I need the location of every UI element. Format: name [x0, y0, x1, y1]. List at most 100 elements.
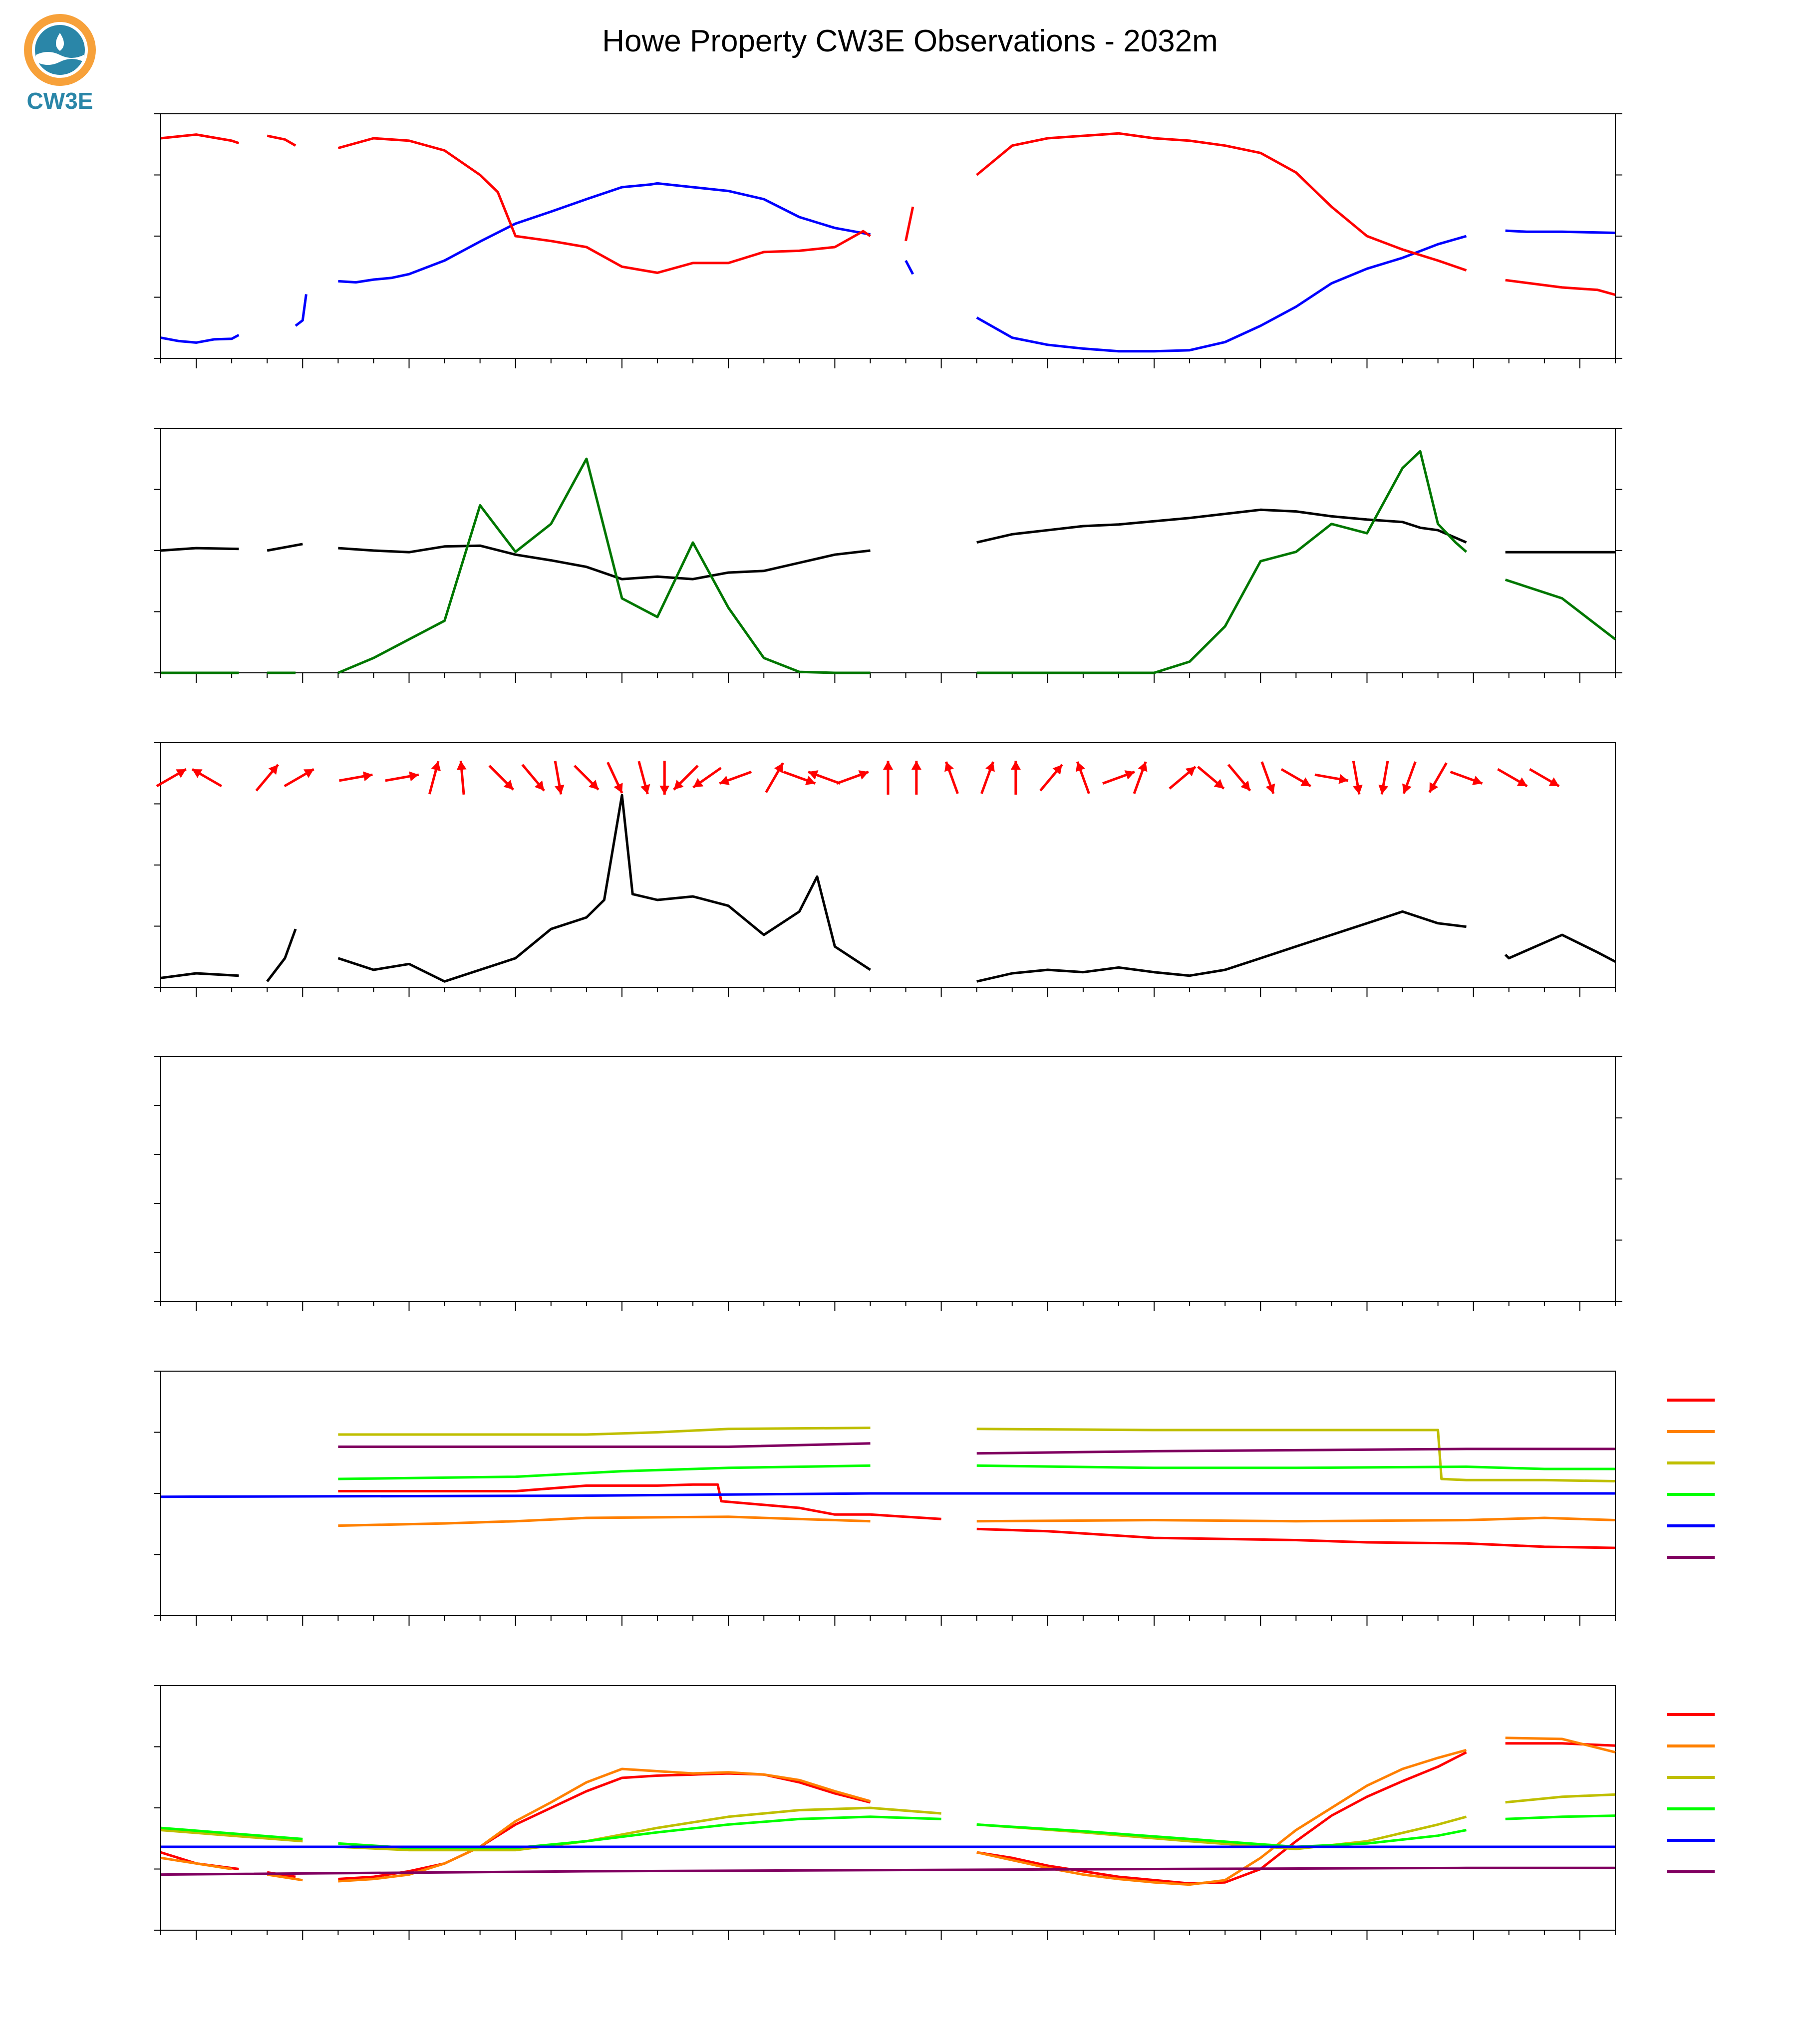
panel-precip — [154, 1056, 1622, 1311]
wind-arrow-icon — [284, 768, 314, 788]
wind-arrow-head — [409, 771, 419, 782]
series-line — [338, 1806, 941, 1852]
wind-arrow-icon — [1428, 762, 1448, 793]
panel-temp_rh — [154, 113, 1622, 368]
series-line — [338, 1515, 871, 1527]
series-line — [337, 457, 871, 674]
wind-arrow-head — [1338, 774, 1348, 784]
wind-arrow-icon — [1102, 770, 1135, 785]
series-line — [905, 260, 914, 275]
series-mean-sea-level-pressure — [160, 508, 1615, 580]
wind-arrow-icon — [1450, 771, 1483, 785]
wind-arrow-icon — [1352, 761, 1363, 795]
wind-arrow-head — [1517, 777, 1527, 786]
wind-arrow-head — [808, 770, 819, 780]
logo-text: CW3E — [27, 88, 93, 114]
series-line — [976, 1428, 1616, 1482]
wind-arrow-icon — [1197, 766, 1225, 790]
wind-arrow-icon — [765, 762, 784, 793]
wind-arrow-head — [911, 761, 921, 770]
wind-arrow-icon — [1039, 764, 1063, 792]
series-line — [160, 1829, 303, 1843]
series-line — [160, 1866, 1615, 1876]
wind-arrow-icon — [692, 767, 722, 789]
wind-arrow-head — [719, 776, 730, 785]
series-line — [976, 1751, 1467, 1885]
wind-arrow-head — [1472, 776, 1483, 785]
series-line — [1505, 1742, 1616, 1747]
wind-arrow-icon — [428, 761, 441, 795]
wind-arrow-head — [192, 769, 203, 778]
wind-arrow-icon — [911, 761, 921, 795]
wind-arrow-icon — [883, 761, 893, 795]
wind-arrow-icon — [1010, 761, 1021, 795]
wind-arrow-head — [1138, 762, 1148, 772]
series-line — [338, 182, 871, 284]
series-line — [976, 1516, 1616, 1523]
series-15cm — [338, 1427, 1616, 1482]
series-line — [1505, 1737, 1616, 1754]
wind-arrow-head — [503, 780, 514, 790]
wind-direction-arrows — [156, 760, 1560, 795]
wind-arrow-icon — [783, 771, 816, 785]
wind-arrow-icon — [637, 761, 650, 795]
wind-arrow-head — [1124, 770, 1135, 780]
series-line — [160, 1856, 232, 1870]
series-line — [976, 132, 1467, 272]
series-line — [976, 1527, 1616, 1549]
series-line — [160, 133, 240, 145]
wind-arrow-icon — [488, 765, 515, 791]
wind-arrow-icon — [521, 764, 546, 792]
wind-arrow-head — [613, 783, 623, 793]
logo-ring — [24, 14, 96, 86]
series-line — [160, 547, 239, 552]
wind-arrow-head — [431, 761, 441, 772]
wind-arrow-head — [303, 769, 314, 778]
series-line — [1504, 933, 1616, 963]
wind-arrow-icon — [1133, 761, 1148, 794]
series-10cm — [338, 1515, 1616, 1527]
legend — [1667, 1713, 1715, 1873]
panel-soil_moisture — [154, 1371, 1715, 1626]
panel-pressure_solar — [154, 428, 1622, 683]
series-line — [338, 544, 871, 580]
series-solar-radiation — [161, 450, 1616, 674]
wind-arrow-head — [1353, 785, 1363, 795]
series-line — [976, 235, 1467, 353]
wind-arrow-head — [1402, 783, 1412, 794]
series-line — [976, 450, 1468, 674]
panel-soil_temp — [154, 1685, 1715, 1940]
wind-arrow-head — [1265, 783, 1275, 794]
wind-arrow-icon — [156, 768, 187, 788]
wind-arrow-head — [1429, 782, 1439, 793]
series-line — [976, 508, 1467, 544]
wind-arrow-head — [1076, 762, 1085, 772]
legend — [1667, 1399, 1715, 1559]
wind-arrow-icon — [191, 768, 223, 788]
cw3e-logo: CW3E — [24, 14, 96, 114]
wind-arrow-icon — [719, 771, 752, 785]
wind-arrow-head — [1378, 785, 1389, 795]
series-line — [338, 1483, 941, 1520]
series-line — [160, 1826, 303, 1840]
water-drop-icon — [56, 33, 64, 51]
wind-arrow-head — [456, 761, 467, 770]
series-line — [295, 294, 307, 327]
wind-arrow-icon — [574, 765, 600, 791]
series-line — [1505, 279, 1616, 296]
wind-arrow-icon — [607, 762, 623, 794]
wind-arrow-head — [1185, 767, 1196, 777]
series-line — [267, 134, 297, 147]
wind-arrow-icon — [338, 771, 373, 782]
wind-arrow-head — [883, 761, 893, 770]
series-line — [338, 1767, 871, 1883]
wind-arrow-icon — [1529, 768, 1560, 788]
wind-arrow-icon — [1497, 768, 1528, 788]
series-line — [338, 1464, 871, 1480]
series-100cm — [338, 1442, 1615, 1455]
wind-arrow-head — [1010, 761, 1021, 770]
wind-arrow-icon — [808, 770, 841, 785]
wind-arrow-head — [1052, 764, 1062, 775]
